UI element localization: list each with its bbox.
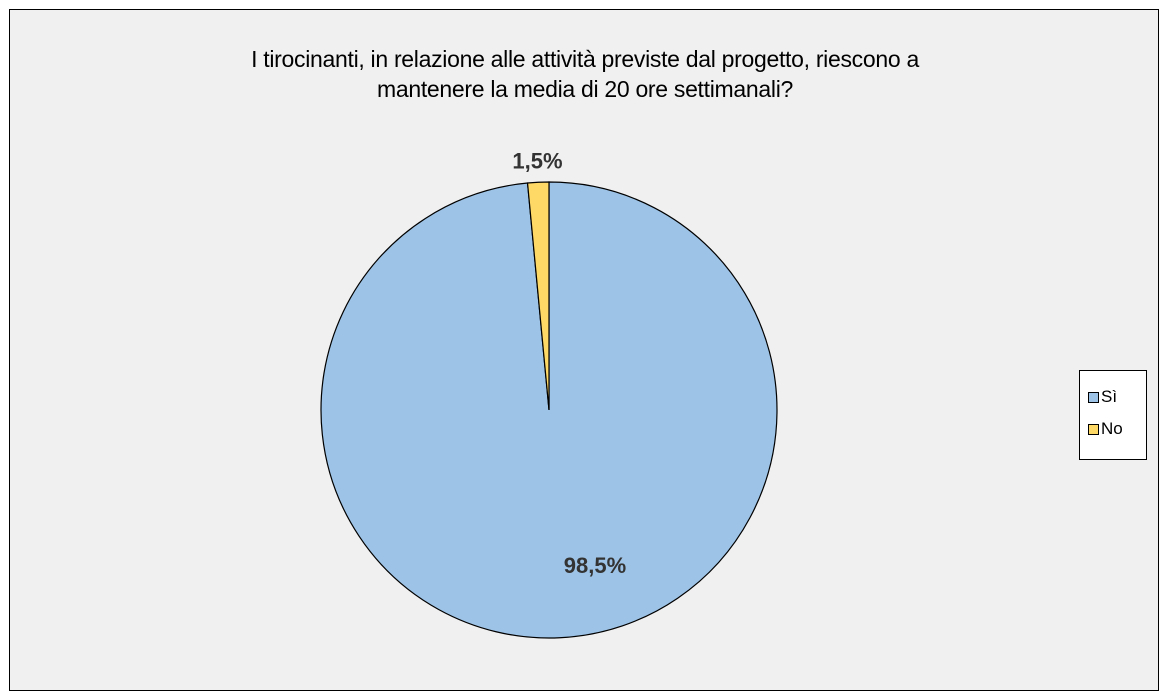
data-label-si: 98,5% <box>564 553 626 578</box>
slice-no <box>526 181 550 411</box>
chart-title-line-2: mantenere la media di 20 ore settimanali… <box>377 76 793 102</box>
legend-item-si: Sì <box>1080 381 1146 413</box>
legend: Sì No <box>1079 370 1147 460</box>
legend-swatch-no <box>1088 423 1099 435</box>
legend-label-no: No <box>1101 419 1123 438</box>
chart-area: I tirocinanti, in relazione alle attivit… <box>9 9 1159 691</box>
pie-chart: 98,5% 1,5% <box>320 148 778 639</box>
data-label-no: 1,5% <box>512 148 562 173</box>
legend-item-no: No <box>1080 413 1146 445</box>
chart-title-line-1: I tirocinanti, in relazione alle attivit… <box>251 46 919 72</box>
chart-title: I tirocinanti, in relazione alle attivit… <box>10 44 1160 104</box>
legend-label-si: Sì <box>1101 387 1118 406</box>
legend-swatch-si <box>1088 391 1099 403</box>
